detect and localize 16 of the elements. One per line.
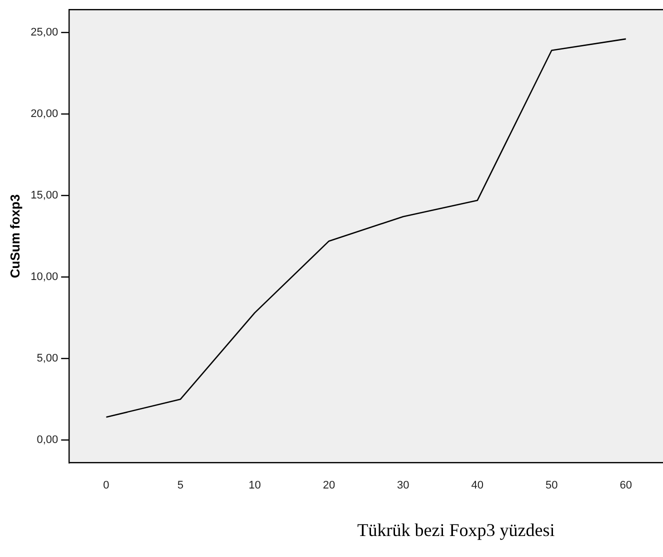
y-tick-label: 20,00 — [30, 108, 58, 120]
y-tick-label: 10,00 — [30, 270, 58, 283]
y-axis-title: CuSum foxp3 — [7, 194, 22, 278]
y-tick-label: 0,00 — [36, 434, 58, 446]
x-tick-label: 60 — [620, 479, 632, 492]
x-tick-label: 40 — [471, 479, 484, 492]
y-tick-label: 25,00 — [30, 26, 58, 38]
x-tick-label: 30 — [397, 479, 410, 492]
x-tick-label: 0 — [103, 479, 110, 492]
y-tick-label: 5,00 — [36, 352, 58, 364]
x-tick-label: 10 — [248, 479, 261, 492]
x-tick-label: 50 — [546, 479, 558, 492]
x-axis-title: Tükrük bezi Foxp3 yüzdesi — [356, 520, 556, 541]
x-tick-label: 20 — [322, 479, 336, 492]
x-tick-label: 5 — [177, 479, 184, 492]
y-tick-label: 15,00 — [30, 189, 58, 202]
